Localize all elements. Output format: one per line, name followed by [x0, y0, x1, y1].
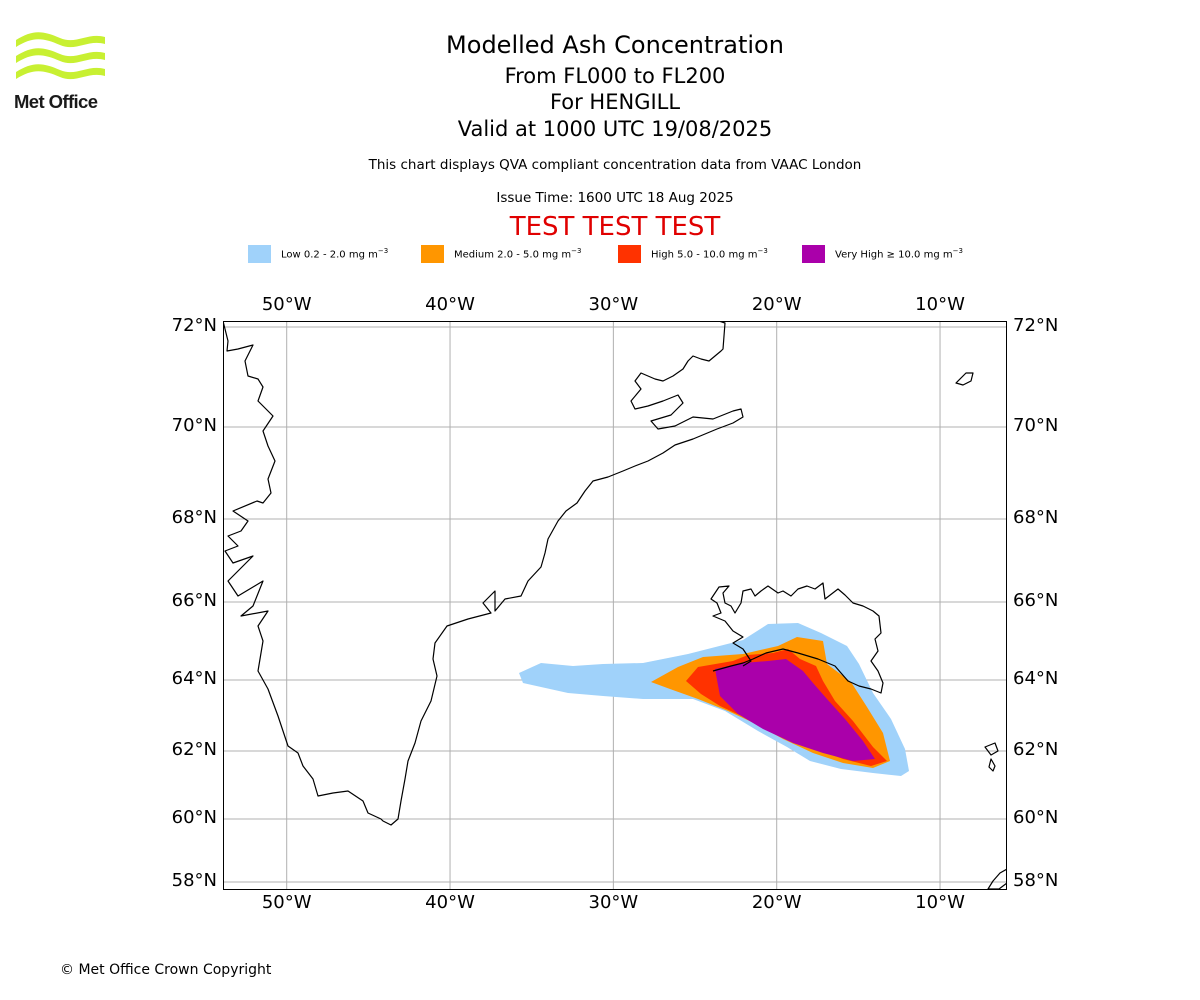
- test-banner: TEST TEST TEST: [509, 212, 721, 242]
- met-office-logo: Met Office: [14, 30, 109, 112]
- legend-label-medium: Medium 2.0 - 5.0 mg m−3: [454, 247, 582, 261]
- lat-tick-label-right: 70°N: [1013, 415, 1059, 436]
- ash-area-very-high: [715, 659, 875, 761]
- lat-tick-label-right: 72°N: [1013, 315, 1059, 336]
- chart-description: This chart displays QVA compliant concen…: [368, 157, 862, 173]
- lon-tick-label-bottom: 30°W: [588, 892, 639, 913]
- iceland-coastline: [710, 582, 884, 694]
- lat-tick-label-right: 60°N: [1013, 807, 1059, 828]
- ash-plume: [519, 623, 909, 776]
- map-gridlines: [223, 321, 1007, 890]
- logo-text: Met Office: [14, 91, 98, 112]
- legend-swatch-high: [618, 245, 641, 263]
- volcano-name: For HENGILL: [549, 90, 681, 114]
- lat-tick-label-right: 66°N: [1013, 590, 1059, 611]
- chart-title: Modelled Ash Concentration: [446, 31, 784, 59]
- legend-item-medium: Medium 2.0 - 5.0 mg m−3: [421, 244, 581, 264]
- lat-tick-label-left: 66°N: [171, 590, 217, 611]
- met-office-wave-icon: [16, 32, 105, 80]
- lat-tick-label-left: 62°N: [171, 739, 217, 760]
- lon-tick-label-bottom: 50°W: [261, 892, 312, 913]
- legend-label-low: Low 0.2 - 2.0 mg m−3: [281, 247, 389, 261]
- legend-label-high: High 5.0 - 10.0 mg m−3: [651, 247, 768, 261]
- flight-level-range: From FL000 to FL200: [504, 64, 726, 88]
- legend-swatch-low: [248, 245, 271, 263]
- shetland-coastline: [987, 868, 1007, 890]
- lat-tick-label-right: 68°N: [1013, 507, 1059, 528]
- lat-tick-label-left: 64°N: [171, 668, 217, 689]
- legend-label-very-high: Very High ≥ 10.0 mg m−3: [835, 247, 963, 261]
- lon-tick-label-bottom: 20°W: [751, 892, 802, 913]
- ash-concentration-map: [223, 321, 1007, 890]
- coastlines: [223, 321, 1007, 890]
- lat-tick-label-right: 58°N: [1013, 870, 1059, 891]
- lat-tick-label-left: 72°N: [171, 315, 217, 336]
- lon-tick-label-top: 10°W: [915, 294, 965, 315]
- lat-tick-label-left: 70°N: [171, 415, 217, 436]
- lon-tick-label-bottom: 40°W: [425, 892, 475, 913]
- copyright-notice: © Met Office Crown Copyright: [60, 962, 272, 978]
- lat-tick-label-right: 62°N: [1013, 739, 1059, 760]
- valid-time: Valid at 1000 UTC 19/08/2025: [457, 117, 773, 141]
- lat-tick-label-left: 58°N: [171, 870, 217, 891]
- legend-item-high: High 5.0 - 10.0 mg m−3: [618, 244, 768, 264]
- lat-tick-label-right: 64°N: [1013, 668, 1059, 689]
- lon-tick-label-top: 40°W: [425, 294, 475, 315]
- lat-tick-label-left: 68°N: [171, 507, 217, 528]
- issue-time: Issue Time: 1600 UTC 18 Aug 2025: [496, 190, 734, 206]
- legend-swatch-very-high: [802, 245, 825, 263]
- lon-tick-label-bottom: 10°W: [915, 892, 965, 913]
- legend-item-low: Low 0.2 - 2.0 mg m−3: [248, 244, 388, 264]
- lon-tick-label-top: 50°W: [261, 294, 312, 315]
- legend-item-very-high: Very High ≥ 10.0 mg m−3: [802, 244, 963, 264]
- jan-mayen-coastline: [955, 372, 974, 386]
- greenland-coastline: [223, 321, 744, 826]
- map-frame: [223, 321, 1007, 890]
- lon-tick-label-top: 20°W: [751, 294, 802, 315]
- lat-tick-label-left: 60°N: [171, 807, 217, 828]
- lon-tick-label-top: 30°W: [588, 294, 639, 315]
- faroe-islands-coastline: [984, 742, 999, 772]
- legend-swatch-medium: [421, 245, 444, 263]
